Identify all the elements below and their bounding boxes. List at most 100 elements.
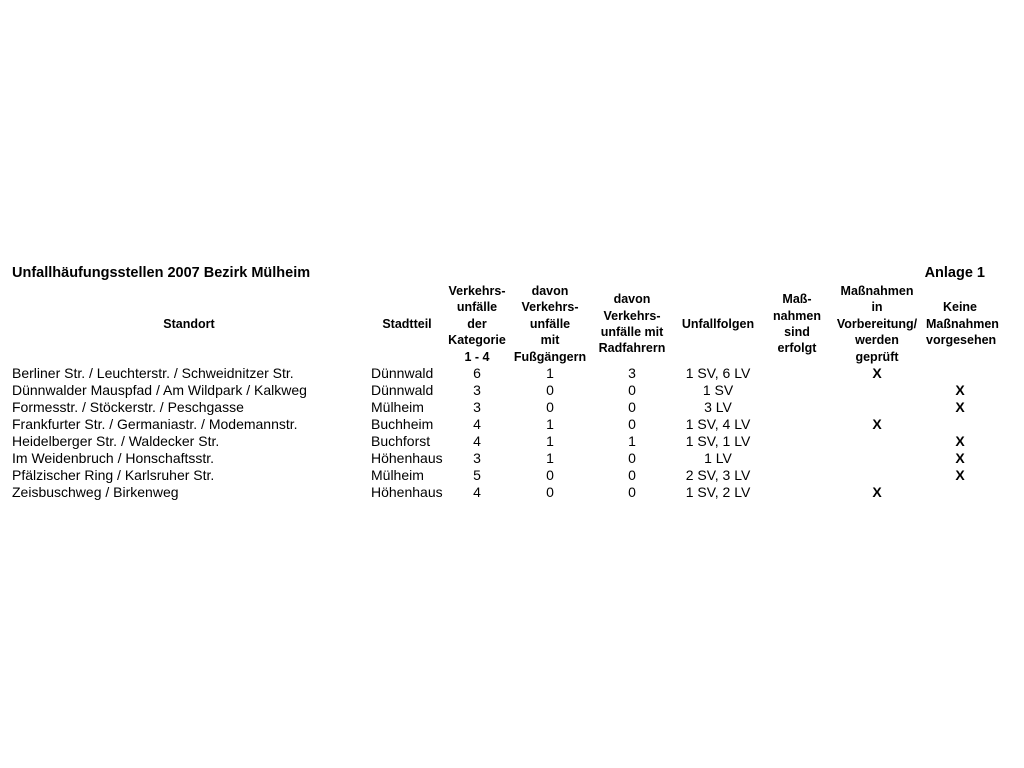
cell-massnahmen-vorbereitung: X (872, 365, 882, 382)
table-row: Heidelberger Str. / Waldecker Str. Buchfo… (12, 433, 994, 450)
cell-standort: Im Weidenbruch / Honschaftsstr. (12, 450, 215, 467)
column-header-line: Stadtteil (382, 316, 432, 331)
cell-fussgaenger: 1 (546, 433, 554, 450)
column-header-line: mit (540, 333, 560, 348)
table-row: Pfälzischer Ring / Karlsruher Str. Mülhei… (12, 467, 994, 484)
cell-unfallfolgen: 2 SV, 3 LV (685, 467, 751, 484)
table-header-row: Standort Stadtteil Verkehrs-unfälle der Kate… (12, 283, 999, 365)
column-header-line: davon (531, 284, 569, 298)
cell-unfallfolgen: 3 LV (704, 399, 732, 416)
table-row: Berliner Str. / Leuchterstr. / Schweidni… (12, 365, 994, 382)
cell-radfahrer: 0 (628, 416, 636, 433)
column-header-line: nahmen (773, 308, 821, 323)
column-header-line: vorgesehen (926, 333, 997, 348)
column-header-line: Maßnahmen (926, 316, 999, 331)
cell-keine-massnahmen: X (955, 399, 965, 416)
cell-massnahmen-erfolgt (766, 399, 828, 416)
column-header-radfahrer: davon Verkehrs-unfälle mit Radfahrern (594, 283, 670, 365)
cell-fussgaenger: 1 (546, 365, 554, 382)
column-header-keine-massnahmen: Keine Maßnahmen vorgesehen (926, 283, 999, 365)
cell-kategorie: 3 (473, 382, 481, 399)
column-header-line: Radfahrern (598, 341, 666, 356)
cell-kategorie: 5 (473, 467, 481, 484)
column-header-line: unfälle (529, 316, 571, 331)
cell-massnahmen-vorbereitung (828, 399, 926, 416)
cell-massnahmen-vorbereitung (828, 450, 926, 467)
column-header-line: Keine (942, 300, 978, 315)
cell-radfahrer: 0 (628, 467, 636, 484)
column-header-line: Fußgängern (513, 349, 587, 364)
cell-unfallfolgen: 1 SV, 4 LV (685, 416, 751, 433)
cell-stadtteil: Dünnwald (371, 382, 434, 399)
cell-unfallfolgen: 1 SV (702, 382, 734, 399)
cell-standort: Frankfurter Str. / Germaniastr. / Modema… (12, 416, 298, 433)
cell-radfahrer: 3 (628, 365, 636, 382)
cell-standort: Heidelberger Str. / Waldecker Str. (12, 433, 220, 450)
column-header-line: 1 - 4 (464, 349, 490, 364)
cell-keine-massnahmen: X (955, 467, 965, 484)
column-header-line: geprüft (855, 349, 899, 364)
cell-kategorie: 3 (473, 450, 481, 467)
column-header-massnahmen-erfolgt: Maß-nahmen sind erfolgt (766, 283, 828, 365)
cell-standort: Zeisbuschweg / Birkenweg (12, 484, 179, 501)
column-header-line: sind erfolgt (777, 325, 817, 356)
cell-keine-massnahmen (926, 416, 994, 433)
column-header-line: der (467, 316, 487, 331)
cell-unfallfolgen: 1 SV, 1 LV (685, 433, 751, 450)
cell-kategorie: 3 (473, 399, 481, 416)
column-header-kategorie: Verkehrs-unfälle der Kategorie 1 - 4 (448, 283, 506, 365)
cell-massnahmen-vorbereitung: X (872, 484, 882, 501)
cell-radfahrer: 0 (628, 382, 636, 399)
cell-standort: Formesstr. / Stöckerstr. / Peschgasse (12, 399, 244, 416)
table-row: Im Weidenbruch / Honschaftsstr. Höhenhaus… (12, 450, 994, 467)
annex-label: Anlage 1 (924, 265, 985, 281)
cell-kategorie: 4 (473, 433, 481, 450)
cell-kategorie: 6 (473, 365, 481, 382)
cell-stadtteil: Buchforst (371, 433, 431, 450)
cell-radfahrer: 0 (628, 484, 636, 501)
cell-stadtteil: Höhenhaus (371, 450, 443, 467)
column-header-line: Verkehrs- (448, 284, 506, 298)
cell-fussgaenger: 1 (546, 416, 554, 433)
column-header-stadtteil: Stadtteil (366, 283, 448, 365)
document-title: Unfallhäufungsstellen 2007 Bezirk Mülhei… (12, 265, 311, 281)
column-header-standort: Standort (12, 283, 366, 365)
cell-fussgaenger: 1 (546, 450, 554, 467)
cell-fussgaenger: 0 (546, 399, 554, 416)
cell-stadtteil: Buchheim (371, 416, 434, 433)
accident-hotspots-table: Standort Stadtteil Verkehrs-unfälle der Kate… (12, 283, 999, 501)
cell-massnahmen-erfolgt (766, 484, 828, 501)
cell-unfallfolgen: 1 SV, 6 LV (685, 365, 751, 382)
column-header-line: unfälle (456, 300, 498, 315)
cell-massnahmen-erfolgt (766, 416, 828, 433)
column-header-line: Unfallfolgen (681, 316, 755, 331)
cell-massnahmen-vorbereitung (828, 467, 926, 484)
column-header-line: Maßnahmen (840, 284, 914, 298)
cell-keine-massnahmen: X (955, 382, 965, 399)
cell-keine-massnahmen: X (955, 450, 965, 467)
column-header-line: Verkehrs- (603, 308, 661, 323)
column-header-line: werden (855, 333, 899, 348)
table-row: Zeisbuschweg / Birkenweg Höhenhaus 4 0 0 1 SV… (12, 484, 994, 501)
cell-stadtteil: Dünnwald (371, 365, 434, 382)
column-header-line: Maß- (782, 292, 812, 307)
column-header-line: Verkehrs- (521, 300, 579, 315)
cell-standort: Berliner Str. / Leuchterstr. / Schweidni… (12, 365, 294, 382)
cell-massnahmen-erfolgt (766, 365, 828, 382)
column-header-line: Vorbereitung/ (836, 316, 918, 331)
cell-fussgaenger: 0 (546, 467, 554, 484)
cell-standort: Pfälzischer Ring / Karlsruher Str. (12, 467, 215, 484)
cell-massnahmen-erfolgt (766, 450, 828, 467)
column-header-line: davon (613, 292, 651, 307)
cell-kategorie: 4 (473, 484, 481, 501)
cell-unfallfolgen: 1 SV, 2 LV (685, 484, 751, 501)
column-header-massnahmen-vorbereitung: Maßnahmen in Vorbereitung/werden geprüft (828, 283, 926, 365)
table-row: Dünnwalder Mauspfad / Am Wildpark / Kalk… (12, 382, 994, 399)
cell-radfahrer: 1 (628, 433, 636, 450)
cell-radfahrer: 0 (628, 399, 636, 416)
cell-massnahmen-vorbereitung (828, 433, 926, 450)
column-header-fussgaenger: davon Verkehrs-unfälle mit Fußgängern (506, 283, 594, 365)
table-row: Formesstr. / Stöckerstr. / Peschgasse Mül… (12, 399, 994, 416)
cell-keine-massnahmen (926, 365, 994, 382)
cell-stadtteil: Mülheim (371, 399, 424, 416)
